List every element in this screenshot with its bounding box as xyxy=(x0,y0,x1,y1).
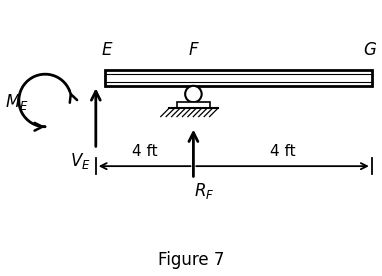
Text: $G$: $G$ xyxy=(363,41,377,59)
Text: 4 ft: 4 ft xyxy=(132,144,157,159)
Bar xyxy=(105,70,372,86)
Text: $V_E$: $V_E$ xyxy=(70,150,91,171)
Text: $F$: $F$ xyxy=(188,41,199,59)
Bar xyxy=(176,102,210,108)
Text: 4 ft: 4 ft xyxy=(270,144,295,159)
Text: $E$: $E$ xyxy=(101,41,113,59)
Text: $R_F$: $R_F$ xyxy=(194,181,215,201)
Circle shape xyxy=(185,86,202,102)
Text: Figure 7: Figure 7 xyxy=(159,251,225,269)
Text: $M_E$: $M_E$ xyxy=(5,92,29,112)
